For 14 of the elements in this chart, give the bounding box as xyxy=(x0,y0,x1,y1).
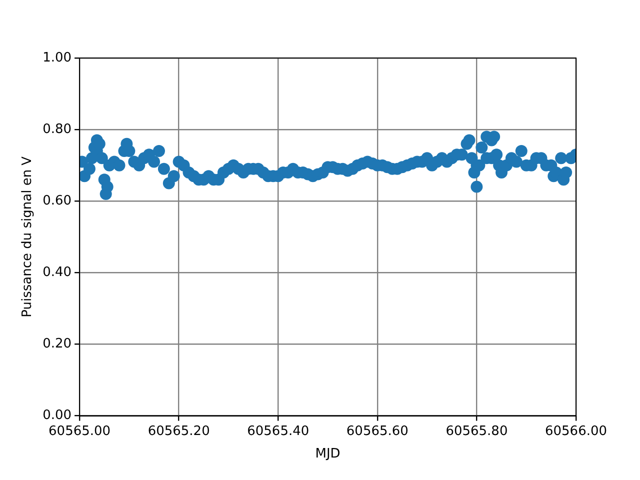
y-tick-label: 0.60 xyxy=(42,193,72,208)
y-tick-label: 0.00 xyxy=(42,408,72,424)
x-tick-label: 60566.00 xyxy=(544,424,608,439)
y-tick-label: 0.80 xyxy=(42,122,72,137)
y-tick-label: 0.40 xyxy=(42,265,72,280)
x-tick-label: 60565.20 xyxy=(148,424,210,439)
x-tick-label: 60565.80 xyxy=(446,424,508,439)
x-tick-label: 60565.00 xyxy=(48,424,111,439)
y-axis-title: Puissance du signal en V xyxy=(20,156,36,318)
y-tick-label: 0.20 xyxy=(42,336,72,352)
x-axis-title: MJD xyxy=(315,446,340,462)
x-tick-label: 60565.40 xyxy=(247,424,310,439)
x-tick-label: 60565.60 xyxy=(346,424,408,439)
y-tick-label: 1.00 xyxy=(42,50,72,66)
